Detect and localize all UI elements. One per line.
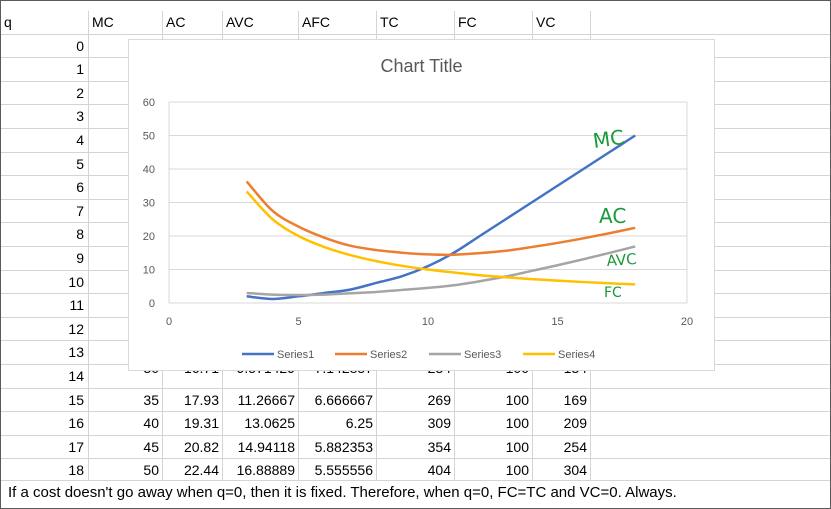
y-tick-label: 60: [143, 97, 155, 109]
empty-cell[interactable]: [591, 389, 830, 412]
value-cell[interactable]: 100: [455, 435, 533, 459]
q-cell[interactable]: 8: [1, 223, 89, 246]
value-cell[interactable]: 100: [455, 388, 533, 412]
header-cell[interactable]: AFC: [299, 11, 377, 34]
header-cell[interactable]: AC: [163, 11, 223, 34]
q-cell[interactable]: 16: [1, 412, 89, 435]
value-cell[interactable]: 100: [455, 459, 533, 482]
header-cell[interactable]: q: [1, 11, 89, 34]
header-cell[interactable]: AVC: [223, 11, 299, 34]
footnote-cell[interactable]: If a cost doesn't go away when q=0, then…: [1, 480, 830, 508]
table-row: 17 45 20.82 14.94118 5.882353 354 100 254: [1, 435, 830, 460]
handwritten-label: MC: [591, 125, 625, 153]
value-cell[interactable]: 13.0625: [223, 412, 299, 435]
y-tick-label: 40: [143, 164, 155, 176]
value-cell[interactable]: 5.555556: [299, 459, 377, 482]
q-cell[interactable]: 0: [1, 34, 89, 58]
q-cell[interactable]: 3: [1, 105, 89, 128]
y-tick-label: 0: [149, 298, 155, 310]
q-cell[interactable]: 13: [1, 341, 89, 364]
value-cell[interactable]: 14.94118: [223, 435, 299, 459]
q-cell[interactable]: 18: [1, 459, 89, 482]
y-tick-label: 30: [143, 198, 155, 210]
handwritten-label: AVC: [606, 250, 637, 270]
value-cell[interactable]: 40: [89, 412, 163, 435]
y-tick-label: 20: [143, 231, 155, 243]
header-cell[interactable]: TC: [377, 11, 455, 34]
q-cell[interactable]: 1: [1, 58, 89, 81]
value-cell[interactable]: 17.93: [163, 388, 223, 412]
header-cell[interactable]: MC: [89, 11, 163, 34]
value-cell[interactable]: 19.31: [163, 412, 223, 435]
q-cell[interactable]: 9: [1, 247, 89, 270]
value-cell[interactable]: 254: [533, 435, 591, 459]
series-line-3[interactable]: [246, 245, 636, 297]
x-tick-label: 15: [551, 316, 563, 328]
x-tick-label: 10: [422, 316, 434, 328]
empty-cell[interactable]: [591, 459, 830, 482]
x-tick-label: 5: [295, 316, 301, 328]
q-cell[interactable]: 14: [1, 365, 89, 388]
empty-cell[interactable]: [591, 412, 830, 435]
chart-title[interactable]: Chart Title: [380, 56, 463, 76]
series-line-2[interactable]: [245, 180, 636, 257]
q-cell[interactable]: 4: [1, 129, 89, 152]
value-cell[interactable]: 6.666667: [299, 388, 377, 412]
value-cell[interactable]: 354: [377, 435, 455, 459]
value-cell[interactable]: 304: [533, 459, 591, 482]
value-cell[interactable]: 35: [89, 388, 163, 412]
q-cell[interactable]: 10: [1, 270, 89, 294]
header-row: q MC AC AVC AFC TC FC VC: [1, 11, 830, 35]
empty-cell[interactable]: [591, 436, 830, 459]
handwritten-label: FC: [604, 285, 622, 301]
value-cell[interactable]: 6.25: [299, 412, 377, 435]
q-cell[interactable]: 11: [1, 294, 89, 317]
value-cell[interactable]: 50: [89, 459, 163, 482]
legend-entry-2[interactable]: Series2: [370, 349, 407, 361]
value-cell[interactable]: 11.26667: [223, 388, 299, 412]
q-cell[interactable]: 12: [1, 317, 89, 341]
q-cell[interactable]: 15: [1, 388, 89, 412]
table-row: 16 40 19.31 13.0625 6.25 309 100 209: [1, 412, 830, 436]
legend-entry-1[interactable]: Series1: [277, 349, 314, 361]
value-cell[interactable]: 22.44: [163, 459, 223, 482]
q-cell[interactable]: 2: [1, 81, 89, 105]
table-row: 15 35 17.93 11.26667 6.666667 269 100 169: [1, 388, 830, 413]
value-cell[interactable]: 404: [377, 459, 455, 482]
x-tick-label: 20: [681, 316, 693, 328]
q-cell[interactable]: 7: [1, 199, 89, 223]
empty-cell[interactable]: [591, 11, 830, 34]
value-cell[interactable]: 20.82: [163, 435, 223, 459]
value-cell[interactable]: 45: [89, 435, 163, 459]
legend-entry-3[interactable]: Series3: [464, 349, 501, 361]
x-tick-label: 0: [166, 316, 172, 328]
value-cell[interactable]: 169: [533, 388, 591, 412]
value-cell[interactable]: 269: [377, 388, 455, 412]
header-cell[interactable]: FC: [455, 11, 533, 34]
value-cell[interactable]: 5.882353: [299, 435, 377, 459]
chart-plot: 0 10 20 30 40 50 60 0 5 10 15 20 Series1 Series2 Serie…: [143, 97, 693, 361]
handwritten-label: AC: [599, 204, 626, 228]
legend-entry-4[interactable]: Series4: [558, 349, 595, 361]
header-cell[interactable]: VC: [533, 11, 591, 34]
value-cell[interactable]: 100: [455, 412, 533, 435]
value-cell[interactable]: 309: [377, 412, 455, 435]
series-line-1[interactable]: [246, 134, 636, 301]
chart-object[interactable]: Chart Title 0 10 20 30 40 50 60 0 5 10 15 20 Series1…: [128, 39, 715, 371]
value-cell[interactable]: 209: [533, 412, 591, 435]
y-tick-label: 10: [143, 265, 155, 277]
q-cell[interactable]: 17: [1, 435, 89, 459]
q-cell[interactable]: 6: [1, 176, 89, 199]
value-cell[interactable]: 16.88889: [223, 459, 299, 482]
series-line-4[interactable]: [245, 190, 636, 286]
q-cell[interactable]: 5: [1, 152, 89, 176]
y-tick-label: 50: [143, 131, 155, 143]
